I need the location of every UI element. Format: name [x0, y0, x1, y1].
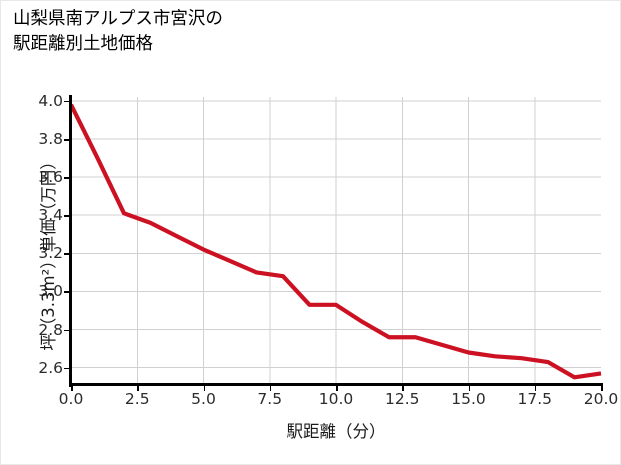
- y-tick-mark: [64, 177, 69, 179]
- x-tick-mark: [468, 386, 471, 391]
- y-tick-label: 3.8: [38, 129, 63, 148]
- x-tick-mark: [534, 386, 537, 391]
- x-axis-spine: [69, 383, 603, 386]
- x-tick-label: 12.5: [384, 390, 420, 408]
- y-tick-label: 3.0: [38, 282, 63, 301]
- x-tick-mark: [402, 386, 404, 391]
- x-tick-mark: [71, 386, 73, 391]
- series-layer: [69, 103, 602, 380]
- x-tick-label: 5.0: [191, 390, 216, 408]
- x-tick-mark: [137, 386, 139, 391]
- x-tick-label: 2.5: [124, 390, 150, 408]
- y-tick-mark: [64, 100, 69, 103]
- x-axis-label: 駅距離（分）: [286, 422, 386, 441]
- x-tick-label: 17.5: [517, 390, 552, 408]
- x-tick-mark: [336, 386, 338, 391]
- y-tick-mark: [64, 138, 69, 141]
- y-tick-label: 2.6: [38, 358, 63, 377]
- x-tick-mark: [269, 386, 272, 391]
- chart-title: 山梨県南アルプス市宮沢の 駅距離別土地価格: [13, 9, 223, 55]
- x-tick-mark: [203, 386, 206, 391]
- y-tick-label: 3.2: [38, 244, 63, 263]
- price-line: [69, 103, 602, 380]
- y-tick-mark: [64, 367, 69, 370]
- y-axis-label: 坪（3.3m²）単価（万円）: [39, 153, 58, 351]
- y-tick-mark: [64, 291, 69, 294]
- y-tick-label: 2.8: [38, 320, 63, 339]
- plot-area: [69, 97, 602, 383]
- y-tick-label: 4.0: [38, 91, 63, 110]
- y-axis-spine: [69, 95, 72, 387]
- y-axis-tick-labels: 2.6 2.8 3.0 3.2 3.4 3.6 3.8 4.0: [9, 1, 63, 464]
- x-tick-mark: [601, 386, 603, 391]
- y-tick-mark: [64, 253, 69, 255]
- y-tick-label: 3.4: [38, 206, 63, 225]
- x-tick-label: 15.0: [451, 390, 486, 408]
- y-tick-mark: [64, 329, 69, 332]
- x-tick-label: 0.0: [58, 390, 84, 408]
- x-tick-label: 10.0: [318, 390, 354, 408]
- x-tick-label: 7.5: [257, 390, 283, 408]
- y-tick-label: 3.6: [38, 168, 63, 187]
- x-tick-label: 20.0: [583, 390, 619, 408]
- y-tick-mark: [64, 215, 69, 217]
